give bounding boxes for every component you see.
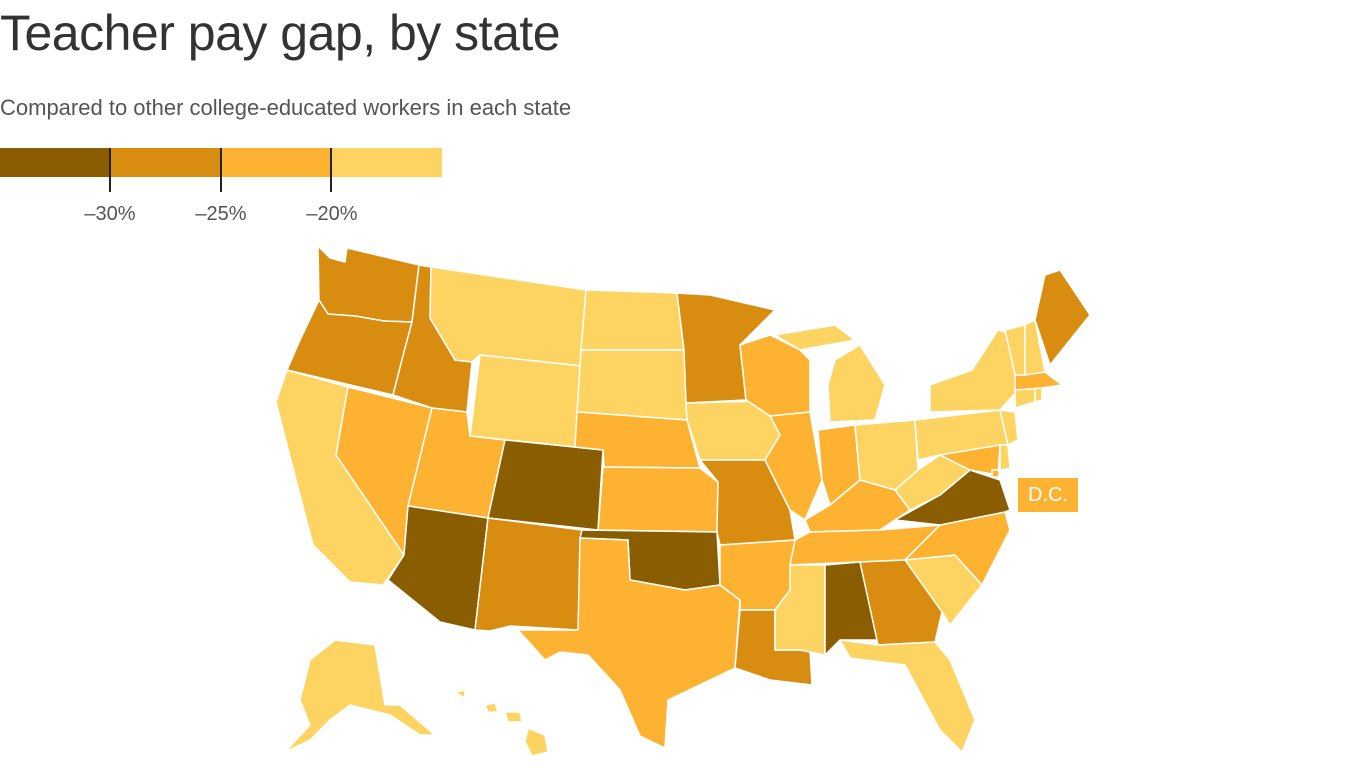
map-title: Teacher pay gap, by state	[0, 5, 561, 61]
dc-callout-label: D.C.	[1018, 478, 1078, 512]
state-MT[interactable]	[429, 266, 587, 367]
state-HI[interactable]	[454, 689, 549, 757]
legend-tick-2	[220, 148, 222, 192]
state-ME[interactable]	[1034, 269, 1091, 366]
legend-label-2: –25%	[195, 203, 247, 225]
state-WA[interactable]	[317, 245, 420, 323]
state-CT[interactable]	[1014, 387, 1036, 409]
state-RI[interactable]	[1034, 387, 1043, 403]
legend-label-3: –20%	[306, 203, 358, 225]
state-NM[interactable]	[474, 517, 583, 632]
state-DC[interactable]	[991, 469, 1000, 478]
color-legend: –30% –25% –20%	[0, 148, 442, 238]
state-KS[interactable]	[597, 466, 719, 533]
state-ND[interactable]	[580, 289, 685, 351]
state-TX[interactable]	[517, 537, 741, 749]
legend-swatch-4	[331, 148, 442, 177]
state-NJ[interactable]	[999, 409, 1019, 446]
state-DE[interactable]	[999, 444, 1011, 471]
legend-swatch-2	[110, 148, 221, 177]
map-subtitle: Compared to other college-educated worke…	[0, 95, 572, 120]
legend-swatch-3	[221, 148, 332, 177]
state-IL[interactable]	[764, 411, 823, 521]
state-NY[interactable]	[929, 329, 1019, 413]
state-WI[interactable]	[739, 334, 811, 417]
state-WY[interactable]	[469, 354, 582, 448]
state-NH[interactable]	[1024, 319, 1046, 376]
legend-tick-3	[330, 148, 332, 192]
state-CO[interactable]	[487, 439, 604, 531]
state-GA[interactable]	[859, 559, 943, 646]
state-SD[interactable]	[576, 349, 688, 421]
legend-swatch-1	[0, 148, 111, 177]
legend-tick-1	[109, 148, 111, 192]
state-AK[interactable]	[284, 639, 436, 753]
legend-label-1: –30%	[84, 203, 136, 225]
state-FL[interactable]	[839, 639, 976, 753]
state-MI[interactable]	[774, 324, 886, 423]
